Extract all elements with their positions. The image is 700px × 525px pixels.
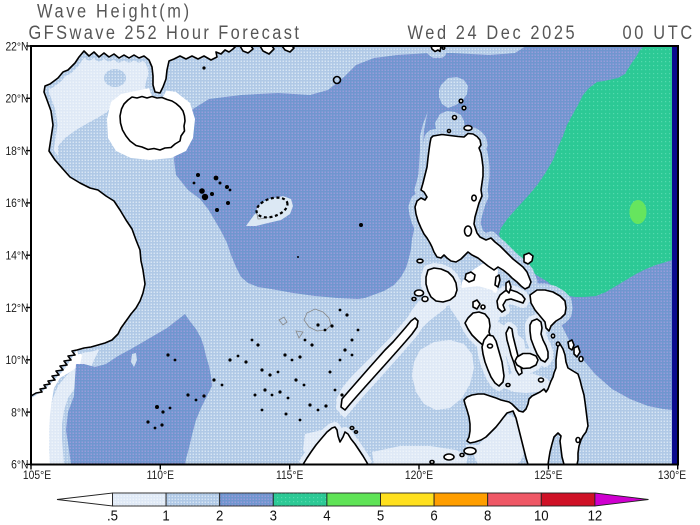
svg-text:6: 6 (430, 507, 437, 524)
svg-text:3: 3 (270, 507, 277, 524)
svg-text:Wave Height(m): Wave Height(m) (37, 0, 189, 22)
svg-text:130°E: 130°E (658, 469, 686, 482)
svg-text:110°E: 110°E (147, 469, 174, 482)
svg-text:125°E: 125°E (534, 469, 562, 482)
svg-text:22°N: 22°N (5, 41, 28, 54)
svg-text:105°E: 105°E (23, 469, 51, 482)
svg-text:20°N: 20°N (5, 93, 28, 106)
svg-text:5: 5 (377, 507, 384, 524)
svg-text:Wed 24 Dec 2025: Wed 24 Dec 2025 (408, 21, 575, 43)
svg-text:00 UTC: 00 UTC (623, 21, 693, 43)
svg-text:12°N: 12°N (5, 302, 28, 315)
svg-text:10°N: 10°N (5, 354, 28, 367)
svg-text:16°N: 16°N (5, 198, 28, 211)
svg-text:120°E: 120°E (405, 469, 433, 482)
svg-text:8°N: 8°N (11, 407, 28, 420)
svg-text:2: 2 (216, 507, 223, 524)
svg-text:12: 12 (588, 507, 603, 524)
svg-text:14°N: 14°N (5, 250, 28, 263)
svg-text:18°N: 18°N (5, 145, 28, 158)
svg-text:GFSwave 252 Hour Forecast: GFSwave 252 Hour Forecast (29, 21, 299, 43)
svg-text:6°N: 6°N (11, 459, 28, 472)
svg-text:1: 1 (162, 507, 169, 524)
svg-text:.5: .5 (107, 507, 118, 524)
svg-text:4: 4 (323, 507, 330, 524)
svg-text:10: 10 (534, 507, 549, 524)
svg-text:115°E: 115°E (276, 469, 303, 482)
svg-text:8: 8 (484, 507, 491, 524)
